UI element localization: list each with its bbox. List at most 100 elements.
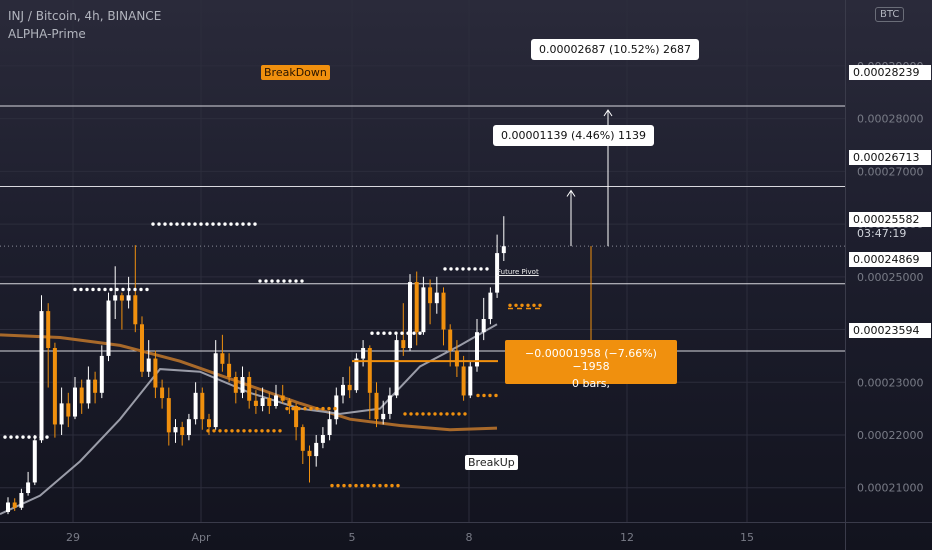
y-tick-label: 0.00027000 <box>857 165 923 178</box>
candle-body <box>421 287 426 333</box>
measure-down-label[interactable]: −0.00001958 (−7.66%) −1958 0 bars, <box>505 340 677 390</box>
current-price-label: 0.00025582 <box>849 212 931 227</box>
candle-body <box>66 403 71 417</box>
measure-up-large-label[interactable]: 0.00002687 (10.52%) 2687 <box>531 39 699 60</box>
candle-body <box>93 379 98 393</box>
pivot-dot-orange <box>272 429 276 433</box>
candle-body <box>495 253 500 293</box>
y-tick-label: 0.00025000 <box>857 271 923 284</box>
candle-body <box>387 395 392 414</box>
candle-body <box>334 395 339 420</box>
pivot-dot-orange <box>278 429 282 433</box>
pivot-dot-white <box>412 331 416 335</box>
pivot-dot-white <box>91 287 95 292</box>
pivot-dot-orange <box>457 412 461 416</box>
pivot-dot-white <box>85 287 89 292</box>
pivot-dot-white <box>443 267 447 271</box>
candle-body <box>381 413 386 420</box>
candle-body <box>267 398 272 406</box>
x-tick-label: 8 <box>466 531 473 544</box>
candle-body <box>6 502 10 512</box>
candle-body <box>160 387 165 399</box>
pivot-dot-white <box>455 267 459 271</box>
pivot-dot-orange <box>538 303 542 307</box>
pivot-dot-orange <box>303 406 307 411</box>
pivot-dot-orange <box>514 303 518 307</box>
breakdown-label: BreakDown <box>261 65 330 80</box>
candle-body <box>314 442 319 457</box>
pivot-dot-orange <box>266 429 270 433</box>
pivot-dot-white <box>247 222 251 226</box>
candle-body <box>193 392 198 420</box>
candle-body <box>454 350 459 367</box>
candle-body <box>341 384 345 396</box>
pivot-dot-white <box>382 331 386 335</box>
pivot-dot-orange <box>396 483 400 488</box>
pivot-dot-orange <box>297 406 301 411</box>
pivot-dot-orange <box>476 393 480 398</box>
pivot-dot-orange <box>463 412 467 416</box>
pivot-dot-white <box>479 267 483 271</box>
price-label-23594: 0.00023594 <box>849 323 931 338</box>
pivot-dot-white <box>127 287 131 292</box>
pivot-dot-white <box>264 279 268 283</box>
pivot-dot-white <box>418 331 422 335</box>
candle-body <box>274 395 278 406</box>
candle-body <box>448 329 453 351</box>
pivot-dot-orange <box>248 429 252 433</box>
pivot-dot-orange <box>260 429 264 433</box>
pivot-dot-white <box>300 279 304 283</box>
candle-body <box>247 377 252 401</box>
candle-body <box>173 427 178 433</box>
candle-body <box>133 295 138 325</box>
candle-body <box>428 287 433 304</box>
pivot-dot-orange <box>309 406 313 411</box>
candle-body <box>86 379 91 404</box>
candle-body <box>227 363 232 377</box>
pivot-dot-white <box>3 435 7 439</box>
currency-badge[interactable]: BTC <box>875 7 905 22</box>
pivot-dot-white <box>253 222 257 226</box>
pivot-dot-orange <box>360 483 364 488</box>
candle-body <box>186 419 191 435</box>
pivot-dot-white <box>449 267 453 271</box>
pivot-dot-white <box>121 287 125 292</box>
pivot-dot-white <box>270 279 274 283</box>
measure-up-small-label[interactable]: 0.00001139 (4.46%) 1139 <box>493 125 654 146</box>
pivot-dot-orange <box>330 483 334 488</box>
pivot-dot-orange <box>366 483 370 488</box>
y-tick-label: 0.00023000 <box>857 376 923 389</box>
pivot-dot-orange <box>421 412 425 416</box>
pivot-dot-white <box>151 222 155 226</box>
pivot-dot-orange <box>439 412 443 416</box>
pivot-dot-orange <box>451 412 455 416</box>
pivot-dot-orange <box>291 406 295 411</box>
pivot-dot-orange <box>520 303 524 307</box>
pivot-dot-white <box>205 222 209 226</box>
pivot-dot-orange <box>285 406 289 411</box>
x-tick-label: 12 <box>620 531 634 544</box>
price-label-28239: 0.00028239 <box>849 65 931 80</box>
pivot-dot-orange <box>218 429 222 433</box>
candle-body <box>240 377 245 393</box>
pivot-dot-white <box>394 331 398 335</box>
pivot-dot-white <box>9 435 13 439</box>
candle-body <box>307 450 312 457</box>
pivot-dot-orange <box>236 429 240 433</box>
pivot-dot-white <box>294 279 298 283</box>
candle-body <box>253 400 258 406</box>
pivot-dot-orange <box>427 412 431 416</box>
candle-body <box>52 348 57 425</box>
pivot-dot-orange <box>445 412 449 416</box>
candle-body <box>441 292 446 330</box>
pivot-dot-orange <box>409 412 413 416</box>
bar-countdown: 03:47:19 <box>857 227 907 240</box>
x-tick-label: 15 <box>740 531 754 544</box>
price-label-26713: 0.00026713 <box>849 150 931 165</box>
indicator-name[interactable]: ALPHA-Prime <box>8 27 86 41</box>
y-tick-label: 0.00021000 <box>857 482 923 495</box>
pivot-dot-orange <box>315 406 319 411</box>
pivot-dot-white <box>276 279 280 283</box>
pivot-dot-white <box>175 222 179 226</box>
